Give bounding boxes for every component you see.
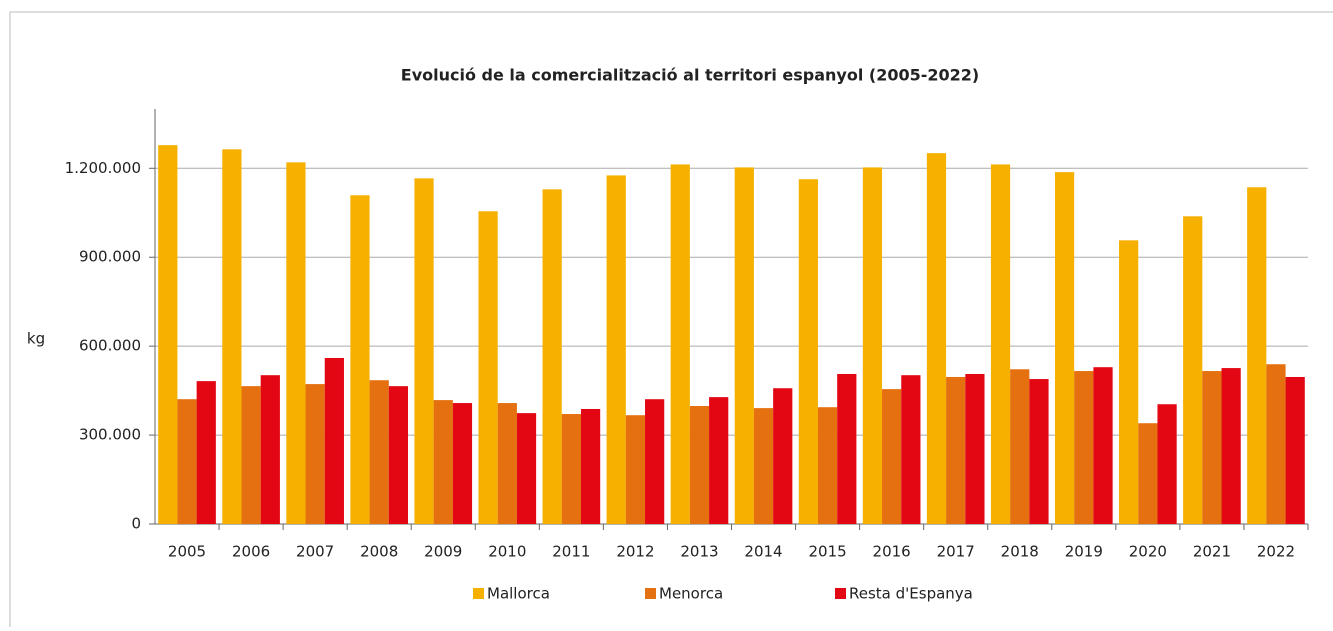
bar (798, 179, 818, 524)
x-tick-label: 2009 (424, 543, 462, 561)
x-tick-label: 2016 (873, 543, 911, 561)
bar (1138, 423, 1158, 524)
legend-swatch (645, 588, 656, 599)
x-tick-label: 2015 (808, 543, 846, 561)
legend-label: Menorca (659, 585, 723, 603)
x-tick-label: 2019 (1065, 543, 1103, 561)
bar (606, 175, 626, 524)
bar (1247, 187, 1267, 524)
legend-swatch (835, 588, 846, 599)
bar (1119, 240, 1139, 524)
chart-title: Evolució de la comercialització al terri… (401, 66, 979, 85)
bar (561, 414, 581, 524)
bar (1202, 371, 1222, 524)
y-tick-label: 900.000 (79, 248, 141, 266)
bar (1221, 368, 1241, 524)
x-tick-label: 2005 (168, 543, 206, 561)
bar (625, 415, 646, 524)
x-tick-label: 2012 (616, 543, 654, 561)
bar (305, 384, 325, 524)
y-tick-label: 300.000 (79, 426, 141, 444)
bar (542, 189, 562, 524)
bar (286, 162, 306, 524)
bar (645, 399, 665, 524)
bar (241, 386, 261, 524)
bar (1183, 216, 1203, 525)
bar (1074, 371, 1094, 524)
bar (1266, 364, 1286, 524)
bar (882, 389, 902, 524)
bar (1157, 404, 1177, 524)
x-tick-label: 2020 (1129, 543, 1167, 561)
x-tick-label: 2011 (552, 543, 590, 561)
bar (350, 195, 370, 524)
bar (965, 374, 985, 524)
bar (388, 386, 409, 524)
x-tick-label: 2014 (744, 543, 782, 561)
x-tick-label: 2013 (680, 543, 718, 561)
y-tick-label: 600.000 (79, 337, 141, 355)
x-tick-label: 2007 (296, 543, 334, 561)
legend-label: Mallorca (487, 585, 550, 603)
legend-label: Resta d'Espanya (849, 585, 973, 603)
x-tick-label: 2022 (1257, 543, 1295, 561)
bar (837, 374, 857, 524)
bar (1093, 367, 1113, 524)
bar (222, 149, 242, 525)
bar (1285, 376, 1305, 524)
bar (177, 399, 197, 524)
x-tick-label: 2006 (232, 543, 270, 561)
bar (452, 403, 473, 524)
bar (324, 358, 344, 524)
bar (753, 408, 774, 524)
y-axis-label: kg (27, 330, 45, 348)
bar (497, 403, 517, 524)
bar (478, 211, 498, 524)
bar (1054, 172, 1075, 524)
bar (433, 400, 453, 524)
bar (689, 406, 710, 524)
bar (901, 375, 921, 524)
bar (670, 164, 690, 525)
bar (580, 408, 601, 524)
bar (990, 164, 1011, 525)
bar (817, 407, 838, 524)
bar (1010, 369, 1030, 524)
bar (516, 413, 537, 524)
bar (158, 145, 178, 524)
bar (946, 376, 966, 524)
bar (369, 380, 389, 524)
legend-swatch (473, 588, 484, 599)
bar (196, 381, 216, 524)
bar (260, 375, 280, 524)
x-tick-label: 2017 (937, 543, 975, 561)
y-tick-label: 0 (131, 515, 141, 533)
bar (414, 178, 434, 524)
y-tick-label: 1.200.000 (65, 159, 141, 177)
bar (773, 388, 793, 524)
x-tick-label: 2010 (488, 543, 526, 561)
bar (734, 167, 754, 524)
x-tick-label: 2008 (360, 543, 398, 561)
x-tick-label: 2018 (1001, 543, 1039, 561)
bar (1029, 379, 1049, 524)
bar (862, 167, 883, 524)
bar (926, 153, 947, 525)
x-tick-label: 2021 (1193, 543, 1231, 561)
bar (709, 397, 729, 524)
